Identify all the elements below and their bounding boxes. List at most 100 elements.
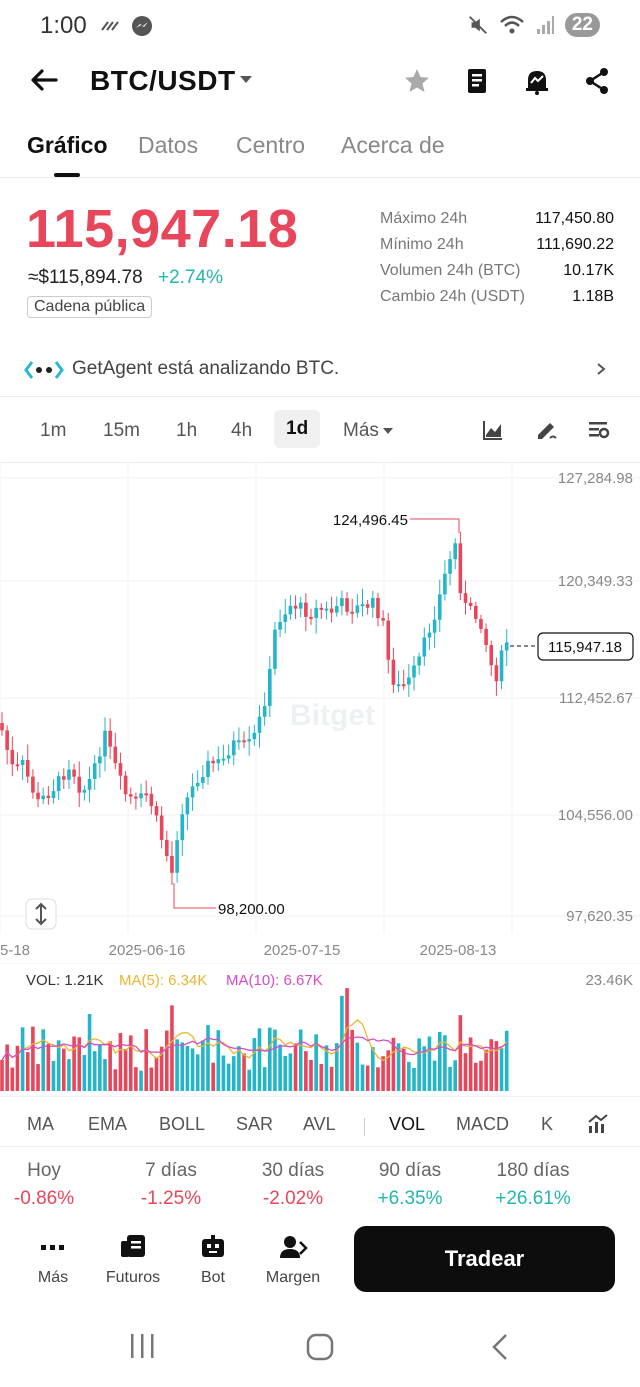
volume-bar [494,1041,499,1091]
nav-margin[interactable]: Margen [258,1234,328,1287]
volume-bar [257,1028,262,1091]
divider [0,462,640,463]
candle-body [31,776,35,793]
pair-title[interactable]: BTC/USDT [90,65,236,96]
nav-bot[interactable]: Bot [178,1234,248,1287]
volume-bar [67,1059,71,1091]
current-price-label: 115,947.18 [548,639,622,656]
nav-more[interactable]: Más [18,1234,88,1287]
vertical-scale-button[interactable] [25,898,57,930]
candle-body [118,763,123,776]
tab-acerca-de[interactable]: Acerca de [341,132,445,158]
tab-grafico[interactable]: Gráfico [27,132,108,158]
nav-futures[interactable]: Futuros [98,1234,168,1287]
candle-body [278,621,282,630]
perf-30d: 30 días -2.02% [238,1160,348,1210]
system-back-icon[interactable] [488,1332,512,1362]
caret-down-icon [382,427,393,434]
candle-body [381,618,385,621]
indicator-sar[interactable]: SAR [236,1114,274,1134]
candle-body [252,732,257,740]
volume-bar [56,1040,61,1091]
candle-body [309,616,313,619]
volume-bar [412,1067,416,1091]
interval-4h[interactable]: 4h [231,420,253,441]
interval-15m[interactable]: 15m [103,420,140,441]
price-alert-icon[interactable] [522,66,552,96]
volume-bar [324,1045,329,1091]
price-chart[interactable]: Bitget 127,284.98 120,349.33 112,452.67 … [0,463,640,963]
share-icon[interactable] [582,66,612,96]
candle-body [72,769,76,777]
indicator-macd[interactable]: MACD [456,1114,509,1134]
trade-button[interactable]: Tradear [354,1226,615,1292]
x-tick-label: 2025-07-15 [264,942,341,959]
notebook-icon[interactable] [462,66,492,96]
candle-body [283,614,288,622]
indicator-vol[interactable]: VOL [389,1114,426,1134]
low-label: 98,200.00 [218,901,285,918]
candle-body [15,764,20,767]
chart-grid [0,463,640,933]
candle-body [257,716,262,733]
indicator-ema[interactable]: EMA [88,1114,128,1134]
back-arrow-icon[interactable] [28,64,60,96]
home-icon[interactable] [305,1332,335,1362]
volume-bar [128,1035,133,1091]
volume-bar [118,1033,123,1091]
vol-label: VOL: 1.21K [26,972,104,989]
volume-bar [180,1042,185,1091]
candle-body [103,730,107,757]
candle-body [319,607,324,610]
indicator-k[interactable]: K [541,1114,554,1134]
candle-body [293,605,298,609]
volume-bar [139,1070,143,1091]
candle-body [190,786,195,798]
chain-badge[interactable]: Cadena pública [27,296,153,318]
pair-dropdown-icon[interactable] [240,76,252,83]
candle-body [298,602,303,609]
candle-body [484,628,488,646]
getagent-banner[interactable]: GetAgent está analizando BTC. [0,350,640,390]
nav-label: Futuros [105,1269,161,1286]
candle-body [489,645,494,666]
recent-apps-icon[interactable] [128,1332,156,1360]
indicator-boll[interactable]: BOLL [159,1114,206,1134]
candle-body [345,598,349,612]
indicator-ma[interactable]: MA [27,1114,54,1134]
volume-bar [231,1056,236,1091]
messenger-icon [132,16,152,36]
drawing-tool-icon[interactable] [534,417,560,443]
interval-1h[interactable]: 1h [176,420,198,441]
candle-body [221,758,226,761]
current-price-marker: 115,947.18 [510,632,634,661]
candle-body [175,840,179,873]
volume-bar [262,1067,267,1091]
perf-value: +6.35% [377,1188,443,1209]
perf-hoy: Hoy -0.86% [0,1160,99,1210]
interval-1m[interactable]: 1m [40,420,67,441]
volume-bar [159,1046,164,1091]
interval-1d[interactable]: 1d [274,410,321,448]
tab-datos[interactable]: Datos [138,132,199,158]
candle-body [185,797,190,815]
nav-label: Margen [265,1269,321,1286]
star-icon[interactable] [402,66,432,96]
candle-body [407,677,411,685]
interval-more[interactable]: Más [343,420,393,442]
candle-body [62,776,66,780]
chart-type-icon[interactable] [481,418,505,442]
candle-body [51,791,56,799]
volume-bar [113,1069,118,1091]
indicator-settings-icon[interactable] [586,1112,610,1136]
chart-settings-icon[interactable] [586,418,610,442]
indicator-avl[interactable]: AVL [303,1114,336,1134]
wifi-icon [500,15,524,34]
volume-bar [72,1036,76,1091]
stat-label: Máximo 24h [380,210,468,227]
volume-bar [221,1055,226,1091]
volume-bar [355,1042,360,1091]
candle-body [159,815,164,840]
tab-centro[interactable]: Centro [236,132,306,158]
volume-bar [252,1038,257,1091]
